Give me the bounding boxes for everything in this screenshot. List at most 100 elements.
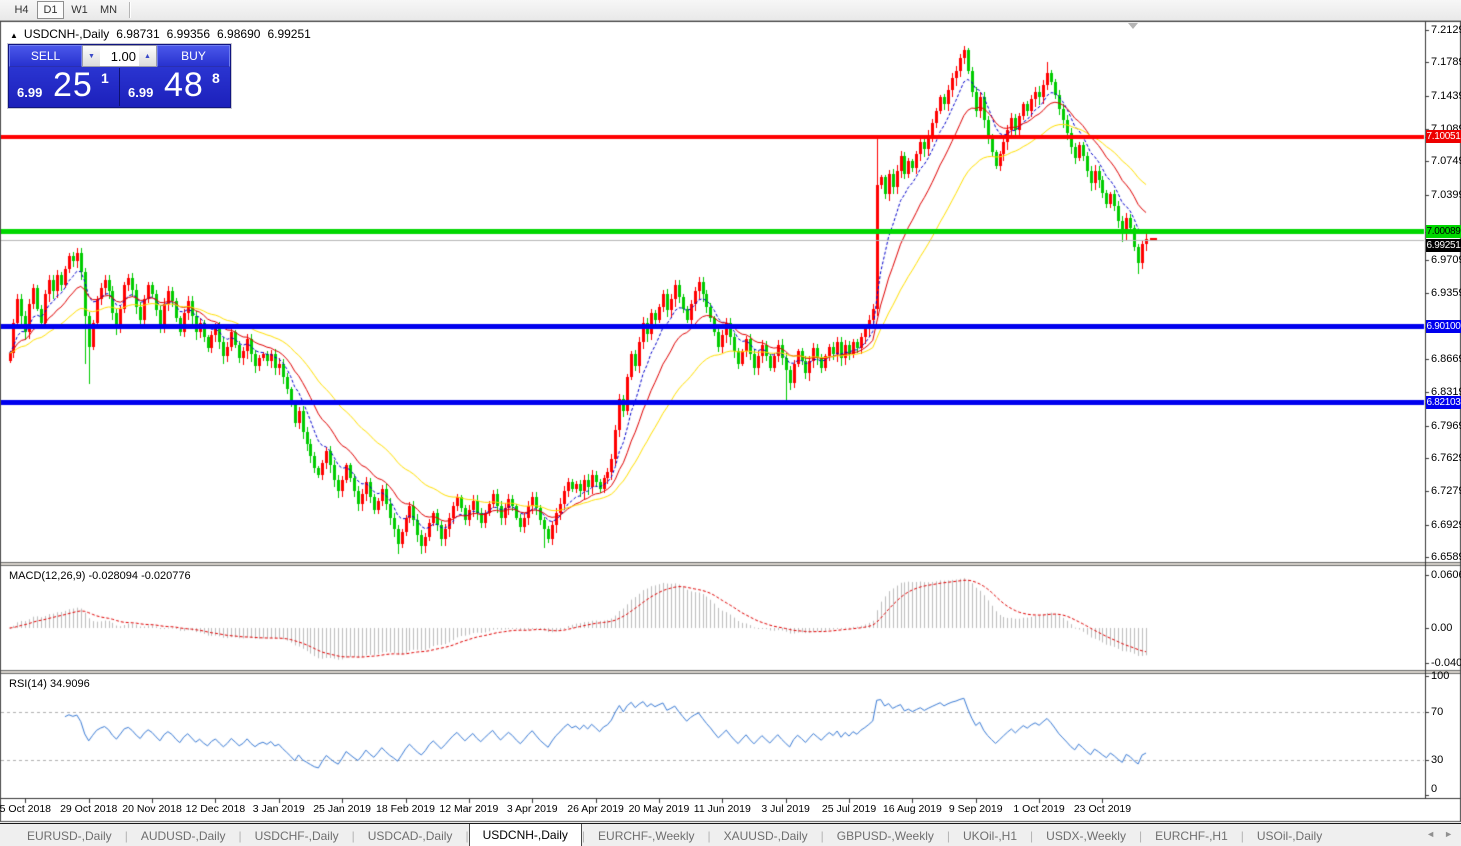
chart-symbol-label: USDCNH-,Daily: [23, 27, 110, 41]
chart-tab-xauusd-daily[interactable]: XAUUSD-,Daily: [723, 828, 808, 843]
chart-window: [0, 21, 1461, 846]
date-tick-label: 3 Jul 2019: [761, 803, 810, 815]
sell-price-base: 6.99: [17, 85, 43, 100]
one-click-trading-panel: SELL ▼ ▲ BUY 6.99 25 1 6.99 48 8: [8, 44, 231, 108]
buy-button[interactable]: BUY: [157, 45, 230, 67]
rsi-indicator-label: RSI(14) 34.9096: [9, 678, 90, 690]
date-tick-label: 16 Aug 2019: [882, 803, 942, 815]
timeframe-button-d1[interactable]: D1: [37, 1, 64, 19]
buy-price-display[interactable]: 6.99 48 8: [120, 66, 230, 106]
macd-indicator-label: MACD(12,26,9) -0.028094 -0.020776: [9, 570, 191, 582]
chart-tab-audusd-daily[interactable]: AUDUSD-,Daily: [140, 828, 226, 843]
macd-tick-label: 0.060687: [1431, 569, 1461, 582]
date-tick-label: 20 Nov 2018: [122, 803, 182, 815]
sell-price-sup: 1: [101, 70, 109, 86]
tab-separator: |: [465, 828, 469, 843]
price-tick-label: 7.07490: [1431, 155, 1461, 168]
chart-tab-ukoil-h1[interactable]: UKOil-,H1: [963, 828, 1018, 843]
hline-price-badge: 7.10051: [1426, 130, 1461, 144]
ohlc-high: 6.99356: [166, 27, 211, 41]
chart-shift-marker-icon[interactable]: [1128, 23, 1138, 29]
date-tick-label: 23 Oct 2019: [1073, 803, 1132, 815]
chart-tab-gbpusd-weekly[interactable]: GBPUSD-,Weekly: [836, 828, 934, 843]
tab-separator: |: [1030, 828, 1034, 843]
chart-tab-eurchf-weekly[interactable]: EURCHF-,Weekly: [598, 828, 695, 843]
chart-tab-usdx-weekly[interactable]: USDX-,Weekly: [1046, 828, 1126, 843]
collapse-arrow-icon[interactable]: ▲: [10, 31, 18, 40]
buy-price-sup: 8: [212, 70, 220, 86]
volume-stepper: ▼ ▲: [82, 45, 157, 67]
macd-values: -0.028094 -0.020776: [88, 570, 191, 582]
date-tick-label: 20 May 2019: [628, 803, 690, 815]
rsi-value: 34.9096: [49, 678, 90, 690]
timeframe-button-mn[interactable]: MN: [95, 1, 122, 19]
macd-tick-label: 0.00: [1431, 622, 1453, 634]
price-tick-label: 6.97090: [1431, 254, 1461, 267]
price-tick-label: 7.14390: [1431, 89, 1461, 102]
rsi-tick-label: 70: [1431, 706, 1444, 718]
price-tick-label: 6.69290: [1431, 518, 1461, 531]
tab-separator: |: [707, 828, 711, 843]
sell-price-big: 25: [53, 66, 93, 104]
hline-price-badge: 6.90100: [1426, 320, 1461, 334]
macd-tick-label: -0.040433: [1431, 657, 1461, 670]
price-tick-label: 6.76290: [1431, 451, 1461, 464]
date-tick-label: 18 Feb 2019: [376, 803, 435, 815]
tab-separator: |: [946, 828, 951, 843]
hline-price-badge: 6.82103: [1426, 396, 1461, 410]
price-tick-label: 6.72790: [1431, 485, 1461, 498]
date-tick-label: 3 Jan 2019: [252, 803, 305, 815]
date-tick-label: 9 Sep 2019: [948, 803, 1003, 815]
ohlc-low: 6.98690: [217, 27, 261, 41]
tab-separator: |: [124, 828, 128, 843]
chart-tab-eurusd-daily[interactable]: EURUSD-,Daily: [27, 828, 112, 843]
chart-canvas[interactable]: [0, 21, 1461, 846]
date-tick-label: 3 Apr 2019: [506, 803, 558, 815]
price-tick-label: 6.93590: [1431, 287, 1461, 300]
date-tick-label: 12 Dec 2018: [185, 803, 246, 815]
timeframe-button-w1[interactable]: W1: [66, 1, 93, 19]
ohlc-open: 6.98731: [116, 27, 160, 41]
price-tick-label: 6.65890: [1431, 550, 1461, 563]
volume-input[interactable]: [100, 46, 139, 66]
sell-price-display[interactable]: 6.99 25 1: [9, 66, 120, 106]
chart-tab-eurchf-h1[interactable]: EURCHF-,H1: [1155, 828, 1228, 843]
tab-separator: |: [238, 828, 242, 843]
buy-price-base: 6.99: [128, 85, 154, 100]
price-tick-label: 6.86690: [1431, 353, 1461, 366]
tab-separator: |: [351, 828, 355, 843]
buy-price-big: 48: [164, 66, 204, 104]
current-price-badge: 6.99251: [1426, 239, 1461, 253]
chart-title: ▲ USDCNH-,Daily 6.98731 6.99356 6.98690 6.992…: [10, 27, 311, 41]
ohlc-close: 6.99251: [267, 27, 311, 41]
chart-tab-usdcad-daily[interactable]: USDCAD-,Daily: [367, 828, 453, 843]
hline-price-badge: 7.00089: [1426, 225, 1461, 239]
sell-button[interactable]: SELL: [9, 45, 82, 67]
date-tick-label: 25 Jan 2019: [313, 803, 372, 815]
timeframe-toolbar: H4 D1 W1 MN: [0, 0, 1461, 21]
volume-increase-button[interactable]: ▲: [139, 46, 156, 66]
timeframe-button-h4[interactable]: H4: [8, 1, 35, 19]
chart-tab-usoil-daily[interactable]: USOil-,Daily: [1256, 828, 1323, 843]
price-tick-label: 7.21290: [1431, 24, 1461, 36]
rsi-tick-label: 30: [1431, 754, 1444, 766]
volume-decrease-button[interactable]: ▼: [83, 46, 100, 66]
price-tick-label: 7.03990: [1431, 188, 1461, 201]
tab-scroll-left-icon[interactable]: ◄: [1426, 829, 1436, 839]
date-tick-label: 25 Jul 2019: [821, 803, 877, 815]
date-tick-label: 12 Mar 2019: [439, 803, 499, 815]
date-tick-label: 29 Oct 2018: [60, 803, 118, 815]
rsi-tick-label: 0: [1431, 783, 1438, 795]
price-tick-label: 6.79690: [1431, 419, 1461, 432]
price-tick-label: 6.83190: [1431, 386, 1461, 399]
date-tick-label: 5 Oct 2018: [0, 803, 52, 815]
price-tick-label: 7.17890: [1431, 56, 1461, 69]
chart-tab-usdchf-daily[interactable]: USDCHF-,Daily: [254, 828, 339, 843]
rsi-tick-label: 100: [1431, 670, 1450, 682]
tab-separator: |: [1138, 828, 1143, 843]
chart-tab-usdcnh-daily[interactable]: USDCNH-,Daily: [468, 824, 582, 846]
chart-tab-bar: EURUSD-,Daily | AUDUSD-,Daily | USDCHF-,Dail…: [0, 823, 1461, 846]
date-tick-label: 26 Apr 2019: [567, 803, 624, 815]
tab-scroll-right-icon[interactable]: ►: [1444, 829, 1453, 839]
